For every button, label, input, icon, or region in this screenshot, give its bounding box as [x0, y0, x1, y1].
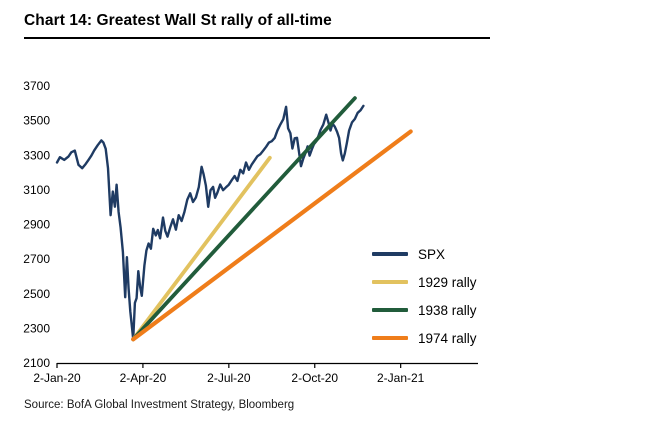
x-axis-tick-label: 2-Oct-20	[291, 371, 338, 385]
legend-item-spx: SPX	[372, 240, 477, 268]
series-line-1929-rally	[131, 155, 272, 342]
legend-swatch-1929-rally	[372, 280, 408, 284]
legend-item-1974-rally: 1974 rally	[372, 324, 477, 352]
legend-swatch-1974-rally	[372, 336, 408, 340]
y-axis-tick-label: 3300	[23, 148, 50, 162]
y-axis-tick-label: 2100	[23, 356, 50, 370]
chart-legend: SPX 1929 rally 1938 rally 1974 rally	[372, 240, 477, 352]
x-axis-tick-label: 2-Jan-21	[377, 371, 425, 385]
legend-item-1929-rally: 1929 rally	[372, 268, 477, 296]
y-axis-tick-label: 3100	[23, 183, 50, 197]
series-line-1938-rally	[131, 96, 357, 342]
x-axis-tick-label: 2-Apr-20	[120, 371, 167, 385]
legend-item-1938-rally: 1938 rally	[372, 296, 477, 324]
y-axis-tick-label: 3500	[23, 114, 50, 128]
legend-label-spx: SPX	[418, 246, 446, 262]
legend-label-1974-rally: 1974 rally	[418, 330, 477, 346]
legend-swatch-1938-rally	[372, 308, 408, 312]
series-line-1974-rally	[131, 129, 413, 342]
chart-title: Chart 14: Greatest Wall St rally of all-…	[24, 12, 490, 39]
y-axis-tick-label: 2900	[23, 218, 50, 232]
y-axis-tick-label: 2700	[23, 252, 50, 266]
legend-swatch-spx	[372, 252, 408, 256]
legend-label-1929-rally: 1929 rally	[418, 274, 477, 290]
legend-label-1938-rally: 1938 rally	[418, 302, 477, 318]
y-axis-tick-label: 2300	[23, 321, 50, 335]
y-axis-tick-label: 3700	[23, 79, 50, 93]
x-axis-tick-label: 2-Jan-20	[33, 371, 81, 385]
source-note: Source: BofA Global Investment Strategy,…	[24, 399, 295, 411]
y-axis-tick-label: 2500	[23, 287, 50, 301]
x-axis-tick-label: 2-Jul-20	[207, 371, 251, 385]
